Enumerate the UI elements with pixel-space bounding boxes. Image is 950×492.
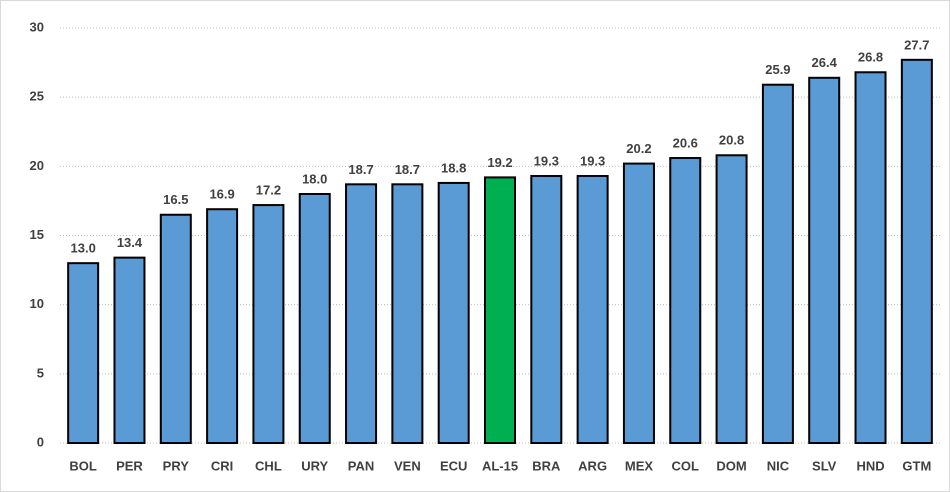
x-tick-label: MEX <box>625 458 654 473</box>
bar <box>113 256 146 444</box>
x-tick-label: GTM <box>902 458 931 473</box>
x-tick-label: PRY <box>163 458 190 473</box>
bar <box>484 176 516 444</box>
bar <box>854 71 887 445</box>
x-tick-label: BRA <box>532 458 561 473</box>
value-label: 19.3 <box>580 153 605 168</box>
x-tick-label: DOM <box>716 458 746 473</box>
bar <box>345 183 378 444</box>
value-label: 20.8 <box>719 133 744 148</box>
value-label: 20.2 <box>626 141 651 156</box>
bar <box>67 262 100 444</box>
value-label: 27.7 <box>904 37 929 52</box>
bar <box>808 76 841 445</box>
x-tick-label: BOL <box>69 458 97 473</box>
x-tick-label: COL <box>672 458 700 473</box>
x-tick-label: NIC <box>767 458 790 473</box>
value-label: 13.4 <box>117 235 143 250</box>
bar <box>622 162 655 444</box>
value-label: 26.4 <box>812 55 838 70</box>
y-tick-label: 30 <box>30 19 44 34</box>
bar <box>669 157 702 445</box>
value-label: 18.0 <box>302 171 327 186</box>
x-tick-label: HND <box>856 458 884 473</box>
value-label: 18.7 <box>348 162 373 177</box>
bar <box>252 204 285 444</box>
bar <box>437 181 470 445</box>
value-label: 19.3 <box>534 153 559 168</box>
bar <box>576 175 609 444</box>
value-label: 25.9 <box>765 62 790 77</box>
x-tick-label: CHL <box>255 458 282 473</box>
x-tick-label: AL-15 <box>482 458 518 473</box>
bar <box>391 183 424 444</box>
x-tick-label: CRI <box>211 458 233 473</box>
x-tick-label: PER <box>116 458 143 473</box>
value-label: 20.6 <box>673 135 698 150</box>
y-tick-label: 20 <box>30 158 44 173</box>
x-tick-label: ECU <box>440 458 467 473</box>
bar <box>900 58 933 444</box>
value-label: 26.8 <box>858 50 883 65</box>
value-label: 16.9 <box>209 187 234 202</box>
x-tick-label: URY <box>301 458 328 473</box>
x-tick-label: VEN <box>394 458 421 473</box>
bar <box>159 213 192 444</box>
y-tick-label: 5 <box>37 365 44 380</box>
x-tick-label: SLV <box>812 458 837 473</box>
value-label: 18.7 <box>395 162 420 177</box>
value-label: 17.2 <box>256 183 281 198</box>
value-label: 13.0 <box>71 241 96 256</box>
bar <box>206 208 239 444</box>
x-tick-label: PAN <box>348 458 374 473</box>
bar <box>715 154 748 444</box>
value-label: 18.8 <box>441 160 466 175</box>
value-label: 16.5 <box>163 192 188 207</box>
y-tick-label: 10 <box>30 296 44 311</box>
y-tick-label: 0 <box>37 434 44 449</box>
bar <box>530 175 563 444</box>
bar <box>761 83 794 444</box>
y-tick-label: 15 <box>30 227 44 242</box>
bar <box>298 193 331 444</box>
x-tick-label: ARG <box>578 458 607 473</box>
value-label: 19.2 <box>487 155 512 170</box>
y-tick-label: 25 <box>30 89 44 104</box>
